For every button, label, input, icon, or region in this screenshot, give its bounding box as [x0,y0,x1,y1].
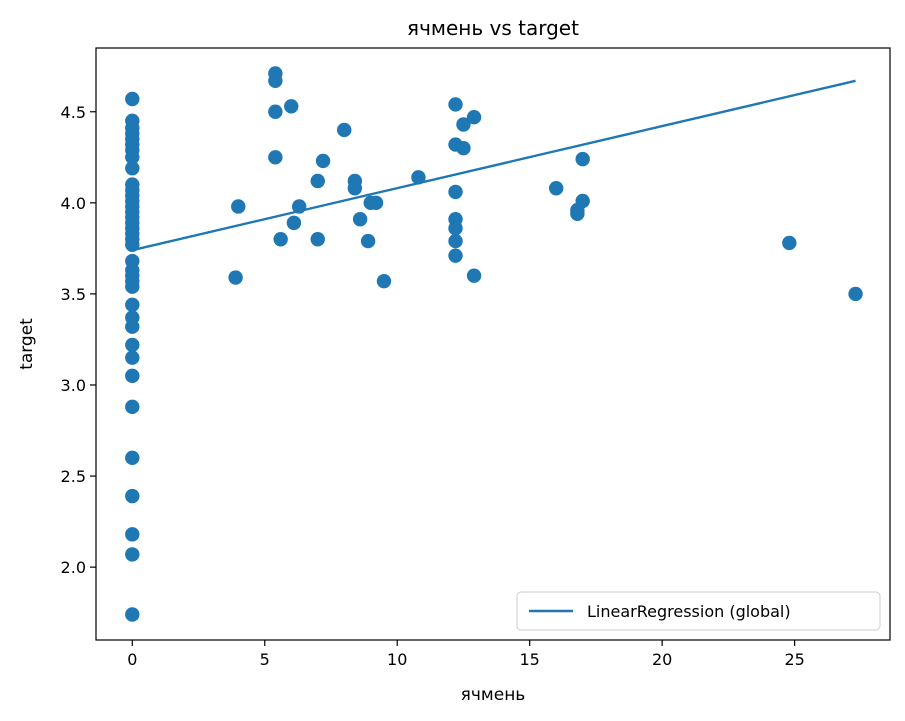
regression-line-group [132,79,856,252]
y-tick-label: 2.0 [61,558,86,577]
data-point [575,193,590,209]
data-point [848,286,863,302]
data-point [411,170,426,185]
data-point [448,97,463,112]
data-points-group [125,66,863,622]
data-point [310,232,325,247]
regression-line [132,79,856,252]
data-point [125,450,140,466]
data-point [548,181,564,196]
data-point [125,488,140,504]
data-point [448,248,463,263]
data-point [125,368,140,384]
data-point [125,350,140,365]
x-tick-label: 20 [652,650,672,669]
x-tick-label: 15 [520,650,540,669]
data-point [125,319,140,334]
chart-title: ячмень vs target [407,16,579,40]
data-point [125,91,140,107]
x-axis-ticks: 0 5 10 15 20 25 [127,640,805,669]
data-point [347,181,363,196]
y-tick-label: 3.5 [61,285,86,304]
data-point [466,110,482,125]
data-point [570,206,585,221]
data-point [125,337,140,353]
data-point [231,199,246,214]
data-point [125,547,140,562]
data-point [575,151,590,167]
data-point [125,279,140,294]
data-point [352,212,368,227]
data-point [268,150,283,165]
data-point [125,161,140,176]
data-point [273,232,288,247]
y-tick-label: 4.0 [61,194,86,213]
data-point [360,233,376,249]
data-point [456,117,471,132]
legend-label-regression: LinearRegression (global) [587,602,791,621]
y-tick-label: 3.0 [61,376,86,395]
y-axis-label: target [17,318,37,370]
x-tick-label: 10 [387,650,407,669]
data-point [368,195,384,211]
data-point [315,153,331,169]
data-point [125,150,140,165]
data-point [466,268,482,283]
data-point [268,73,283,88]
data-point [284,99,299,114]
data-point [125,297,140,313]
data-point [456,140,471,156]
data-point [376,273,392,289]
legend: LinearRegression (global) [516,591,881,631]
data-point [268,104,283,119]
data-point [125,527,140,542]
data-point [448,184,463,200]
x-tick-label: 25 [784,650,804,669]
y-tick-label: 4.5 [61,103,86,122]
data-point [337,122,352,138]
data-point [125,607,140,622]
x-tick-label: 5 [260,650,270,669]
y-axis-ticks: 2.0 2.5 3.0 3.5 4.0 4.5 [61,103,96,577]
data-point [286,215,302,231]
x-tick-label: 0 [127,650,137,669]
data-point [228,270,243,285]
y-tick-label: 2.5 [61,467,86,486]
legend-box [516,591,881,631]
data-point [125,399,140,415]
axes-frame [95,47,891,641]
data-point [310,173,325,189]
data-point [782,235,797,251]
data-point [448,221,463,236]
x-axis-label: ячмень [461,685,526,705]
data-point [448,233,463,249]
